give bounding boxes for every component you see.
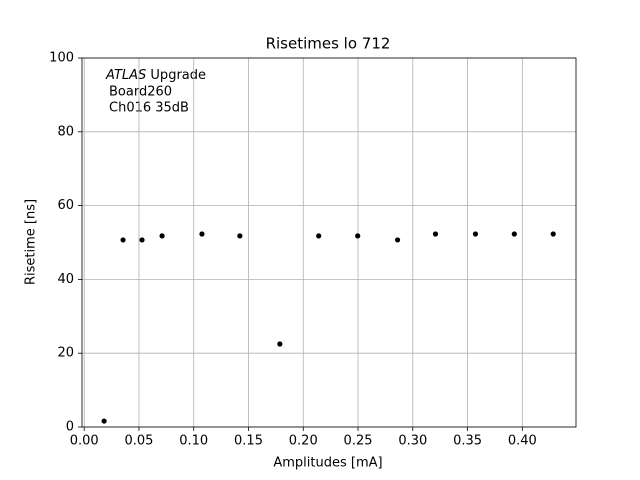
y-tick-label: 40 — [57, 272, 74, 287]
y-tick-label: 100 — [49, 51, 74, 66]
x-tick-label: 0.35 — [453, 434, 482, 449]
point — [120, 237, 126, 243]
y-tick-label: 0 — [66, 420, 74, 435]
point — [394, 237, 401, 243]
x-tick-label: 0.10 — [179, 434, 208, 449]
x-tick-label: 0.25 — [344, 434, 373, 449]
x-tick-label: 0.00 — [70, 434, 99, 449]
point — [277, 341, 283, 347]
annotation-tag: Upgrade — [150, 68, 206, 83]
annotation-line: Board260 — [109, 85, 172, 100]
y-tick-label: 60 — [57, 198, 74, 213]
annotation: ATLAS Upgrade — [105, 68, 206, 83]
point — [199, 231, 205, 237]
x-tick-label: 0.05 — [124, 434, 153, 449]
point — [432, 231, 439, 237]
x-tick-label: 0.40 — [508, 434, 537, 449]
point — [237, 233, 243, 239]
plot-frame — [81, 57, 577, 428]
point — [101, 418, 107, 424]
point — [550, 231, 556, 237]
x-tick-label: 0.30 — [398, 434, 427, 449]
point — [472, 231, 479, 237]
point — [139, 237, 145, 243]
y-tick-label: 20 — [57, 346, 74, 361]
x-tick-label: 0.15 — [234, 434, 263, 449]
chart-title: Risetimes lo 712 — [266, 35, 391, 53]
x-axis-label: Amplitudes [mA] — [273, 456, 382, 471]
point — [511, 231, 517, 237]
annotation-line: Ch016 35dB — [109, 101, 189, 116]
annotation-experiment: ATLAS — [105, 68, 146, 83]
point — [355, 233, 361, 239]
x-tick-label: 0.20 — [289, 434, 318, 449]
y-tick-label: 80 — [57, 124, 74, 139]
point — [159, 233, 165, 239]
y-axis-label: Risetime [ns] — [24, 199, 39, 285]
point — [316, 233, 322, 239]
